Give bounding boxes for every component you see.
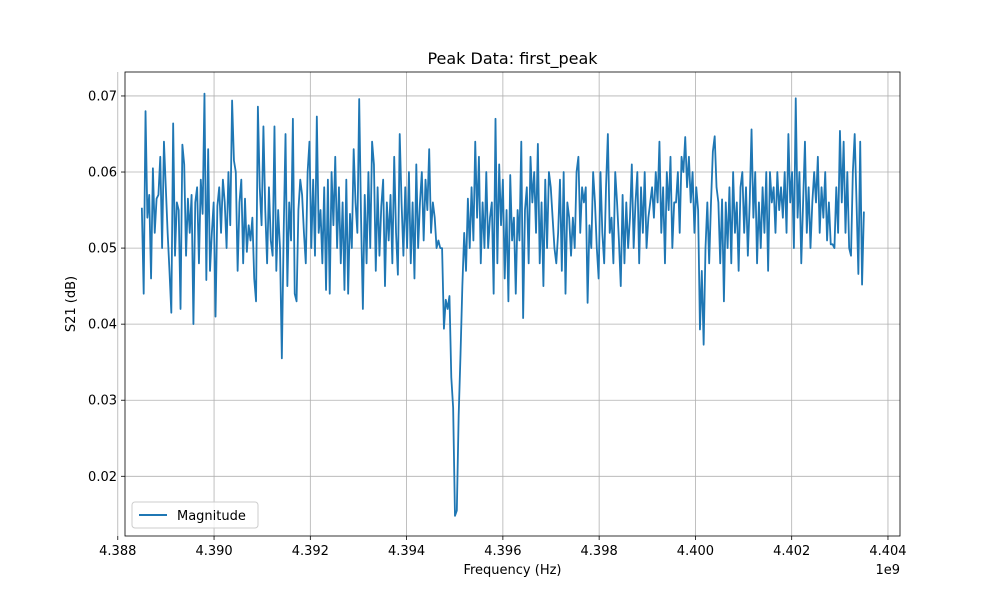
x-tick-label: 4.404 (869, 544, 906, 559)
x-tick-label: 4.394 (388, 544, 425, 559)
legend-label: Magnitude (177, 509, 246, 524)
x-tick-label: 4.390 (195, 544, 232, 559)
y-tick-label: 0.05 (88, 242, 117, 257)
x-tick-label: 4.402 (773, 544, 810, 559)
x-axis-offset-text: 1e9 (875, 563, 900, 578)
series-layer (140, 92, 865, 517)
legend-box (131, 501, 259, 529)
chart-title: Peak Data: first_peak (427, 49, 598, 69)
series-line-magnitude (140, 92, 865, 517)
y-tick-label: 0.04 (88, 318, 117, 333)
y-tick-label: 0.07 (88, 89, 117, 104)
y-axis-ticks: 0.02 0.03 0.04 0.05 0.06 0.07 (88, 89, 125, 485)
y-tick-label: 0.02 (88, 470, 117, 485)
y-axis-label: S21 (dB) (64, 276, 79, 332)
axes-frame (124, 71, 901, 537)
legend: Magnitude (131, 501, 259, 529)
x-tick-label: 4.400 (677, 544, 714, 559)
y-tick-label: 0.06 (88, 166, 117, 181)
x-tick-label: 4.392 (292, 544, 329, 559)
x-tick-label: 4.398 (581, 544, 618, 559)
y-tick-label: 0.03 (88, 394, 117, 409)
x-axis-ticks: 4.388 4.390 4.392 4.394 4.396 4.398 4.400 4.402… (99, 536, 907, 559)
x-axis-label: Frequency (Hz) (463, 563, 561, 578)
x-tick-label: 4.396 (484, 544, 521, 559)
x-tick-label: 4.388 (99, 544, 136, 559)
